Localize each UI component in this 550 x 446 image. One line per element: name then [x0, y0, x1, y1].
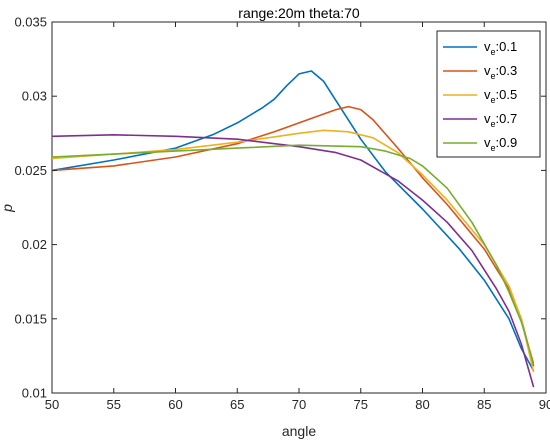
legend-symbol: v — [484, 63, 491, 78]
legend-value: :0.7 — [496, 111, 518, 126]
legend-symbol: v — [484, 135, 491, 150]
legend-symbol: v — [484, 39, 491, 54]
legend-subscript: e — [491, 119, 496, 129]
legend-value: :0.1 — [496, 39, 518, 54]
y-tick-label: 0.01 — [22, 386, 47, 401]
x-tick-label: 60 — [168, 397, 182, 412]
x-tick-label: 50 — [45, 397, 59, 412]
y-tick-label: 0.015 — [14, 311, 47, 326]
series-line-3 — [51, 129, 535, 373]
series-line-5 — [51, 144, 535, 364]
legend-entry-1: ve:0.1 — [484, 39, 517, 57]
chart-title: range:20m theta:70 — [238, 5, 360, 21]
legend-subscript: e — [491, 143, 496, 153]
legend-entry-4: ve:0.7 — [484, 111, 517, 129]
legend: ve:0.1ve:0.3ve:0.5ve:0.7ve:0.9 — [436, 30, 541, 158]
legend-value: :0.9 — [496, 135, 518, 150]
legend-symbol: v — [484, 111, 491, 126]
y-tick-label: 0.035 — [14, 15, 47, 30]
x-tick-label: 85 — [477, 397, 491, 412]
series-line-1 — [51, 70, 535, 372]
x-tick-label: 65 — [230, 397, 244, 412]
series-line-2 — [51, 105, 535, 367]
x-axis-title: angle — [282, 423, 316, 439]
series-line-4 — [51, 134, 535, 388]
x-tick-label: 70 — [292, 397, 306, 412]
legend-value: :0.3 — [496, 63, 518, 78]
y-tick-label: 0.02 — [22, 237, 47, 252]
y-axis-title: p — [0, 204, 15, 213]
legend-entry-3: ve:0.5 — [484, 87, 517, 105]
series-layer — [51, 70, 535, 388]
legend-entry-5: ve:0.9 — [484, 135, 517, 153]
legend-symbol: v — [484, 87, 491, 102]
legend-entry-2: ve:0.3 — [484, 63, 517, 81]
x-tick-label: 90 — [539, 397, 550, 412]
y-tick-label: 0.03 — [22, 89, 47, 104]
legend-subscript: e — [491, 47, 496, 57]
legend-value: :0.5 — [496, 87, 518, 102]
legend-box — [436, 30, 541, 158]
axes-layer: 50 55 60 65 70 75 80 85 90 0.01 0.015 0.02 0.025 0.03… — [14, 15, 550, 413]
legend-subscript: e — [491, 95, 496, 105]
x-tick-label: 55 — [107, 397, 121, 412]
x-tick-label: 75 — [354, 397, 368, 412]
y-tick-label: 0.025 — [14, 163, 47, 178]
legend-subscript: e — [491, 71, 496, 81]
x-tick-label: 80 — [415, 397, 429, 412]
